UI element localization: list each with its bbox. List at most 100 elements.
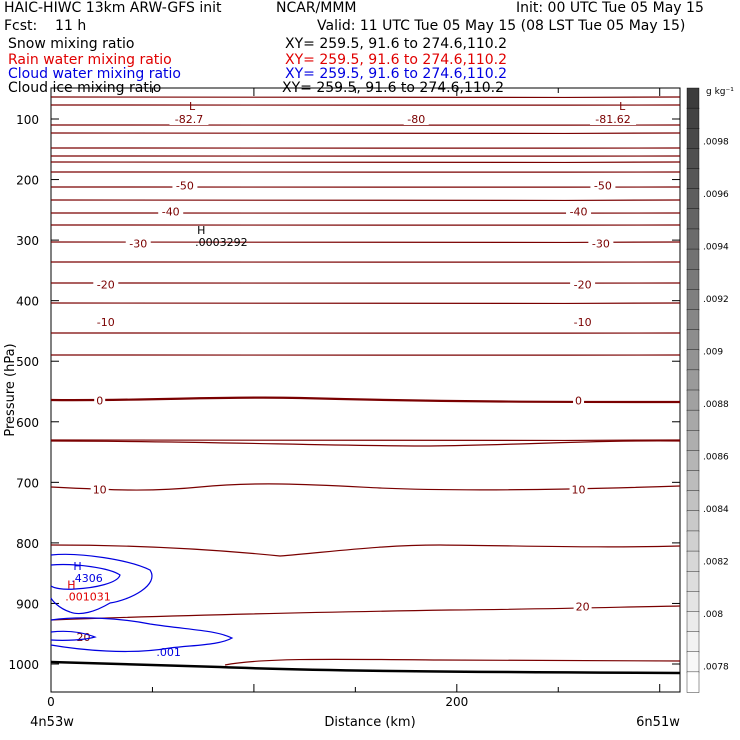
- colorbar-segment: [686, 248, 700, 270]
- colorbar-tick-label: .0082: [703, 558, 729, 568]
- colorbar-segment: [686, 571, 700, 593]
- y-tick-label: 300: [16, 234, 39, 248]
- contour-label: 0: [96, 395, 103, 408]
- field-xy-rain: XY= 259.5, 91.6 to 274.6,110.2: [285, 52, 508, 68]
- colorbar-segment: [686, 510, 700, 532]
- colorbar-segment: [686, 148, 700, 170]
- colorbar-segment: [686, 591, 700, 613]
- colorbar-tick-label: .0094: [703, 243, 729, 253]
- x-tick-label: 0: [47, 695, 55, 709]
- x-tick-label: 200: [445, 695, 468, 709]
- colorbar-segment: [686, 208, 700, 230]
- colorbar-segment: [686, 530, 700, 552]
- colorbar-segment: [686, 329, 700, 351]
- contour-label: -20: [97, 278, 115, 291]
- colorbar-segment: [686, 651, 700, 673]
- colorbar-segment: [686, 228, 700, 250]
- temperature-contour-line: [50, 605, 681, 621]
- colorbar-unit: g kg⁻¹: [706, 87, 734, 97]
- temperature-contour-line: [50, 438, 681, 442]
- colorbar-segment: [686, 671, 700, 693]
- colorbar-segment: [686, 550, 700, 572]
- colorbar-segment: [686, 269, 700, 291]
- colorbar-segment: [686, 87, 700, 109]
- contour-label-bg: [169, 112, 209, 125]
- extremum-letter: H: [67, 578, 75, 591]
- contour-label: -50: [176, 180, 194, 193]
- colorbar-segment: [686, 168, 700, 190]
- colorbar-segment: [686, 490, 700, 512]
- temperature-contour-line: [224, 658, 681, 666]
- colorbar-segment: [686, 188, 700, 210]
- y-axis-title: Pressure (hPa): [3, 343, 18, 436]
- y-tick-label: 100: [16, 113, 39, 127]
- contour-label: -10: [574, 316, 592, 329]
- field-name-cloud-water: Cloud water mixing ratio: [8, 66, 181, 82]
- contour-label: -30: [129, 238, 147, 251]
- contour-label: 0: [575, 395, 582, 408]
- y-tick-label: 400: [16, 295, 39, 309]
- contour-label: -81.62: [595, 113, 630, 126]
- contour-label: 20: [576, 600, 590, 613]
- contour-label-bg: [93, 314, 119, 328]
- cloud-water-contour-lower: [50, 617, 234, 653]
- contour-labels: -82.7 -80 -81.62 -50 -50 -40 -40 -30 -30 -20 -20 -1…: [74, 112, 637, 644]
- contour-label-bg: [93, 277, 119, 291]
- colorbar-segment: [686, 631, 700, 653]
- colorbar-segment: [686, 389, 700, 411]
- contour-label: 10: [572, 484, 586, 497]
- contour-label-bg: [573, 393, 585, 407]
- colorbar-tick-label: .0088: [703, 400, 729, 410]
- colorbar-segment: [686, 611, 700, 633]
- colorbar-tick-label: .0092: [703, 295, 729, 305]
- contour-label-bg: [570, 314, 596, 328]
- contour-label: -40: [570, 206, 588, 219]
- contour-label: 10: [93, 484, 107, 497]
- extremum-letter: L: [619, 100, 626, 113]
- contour-label-bg: [172, 178, 198, 192]
- contour-label-bg: [158, 204, 184, 218]
- colorbar-segment: [686, 470, 700, 492]
- field-xy-cloud-water: XY= 259.5, 91.6 to 274.6,110.2: [285, 66, 508, 82]
- x-axis: 0 200: [47, 88, 661, 709]
- colorbar-tick-label: .0096: [703, 190, 729, 200]
- colorbar-segment: [686, 309, 700, 331]
- contour-label-bg: [590, 112, 637, 125]
- contour-label-bg: [125, 236, 151, 250]
- extremum-letter: H: [197, 224, 205, 237]
- field-name-snow: Snow mixing ratio: [8, 36, 135, 52]
- contour-label: -20: [574, 278, 592, 291]
- temperature-contour-line: [50, 544, 681, 557]
- y-tick-label: 200: [16, 174, 39, 188]
- temperature-contour-line: [50, 240, 681, 244]
- x-endpoint-left: 4n53w: [30, 715, 74, 730]
- contour-label: -82.7: [175, 113, 203, 126]
- contour-label-bg: [588, 236, 614, 250]
- contour-label: -50: [594, 180, 612, 193]
- extremum-letter: L: [189, 100, 196, 113]
- contour-label-bg: [573, 599, 592, 613]
- contour-label-bg: [590, 178, 616, 192]
- plot-frame: [50, 87, 681, 693]
- y-tick-label: 900: [16, 597, 39, 611]
- extremum-value: .4306: [71, 572, 103, 585]
- temperature-contour-line: [50, 301, 681, 305]
- colorbar-tick-label: .0084: [703, 505, 729, 515]
- y-tick-label: 500: [16, 355, 39, 369]
- cloud-water-contour-upper-inner: [50, 563, 121, 590]
- field-name-rain: Rain water mixing ratio: [8, 52, 172, 68]
- contour-label: -30: [592, 238, 610, 251]
- freezing-level-contour: [50, 396, 681, 404]
- temperature-contour-line: [50, 160, 681, 164]
- forecast-hour: Fcst: 11 h: [4, 18, 87, 34]
- colorbar-segment: [686, 450, 700, 472]
- colorbar-segment: [686, 349, 700, 371]
- contour-label-bg: [403, 112, 429, 125]
- colorbar-segment: [686, 409, 700, 431]
- cloud-water-contour-upper: [50, 553, 153, 615]
- org-label: NCAR/MMM: [276, 0, 357, 16]
- x-endpoint-right: 6n51w: [636, 715, 680, 730]
- valid-time: Valid: 11 UTC Tue 05 May 15 (08 LST Tue …: [317, 18, 686, 34]
